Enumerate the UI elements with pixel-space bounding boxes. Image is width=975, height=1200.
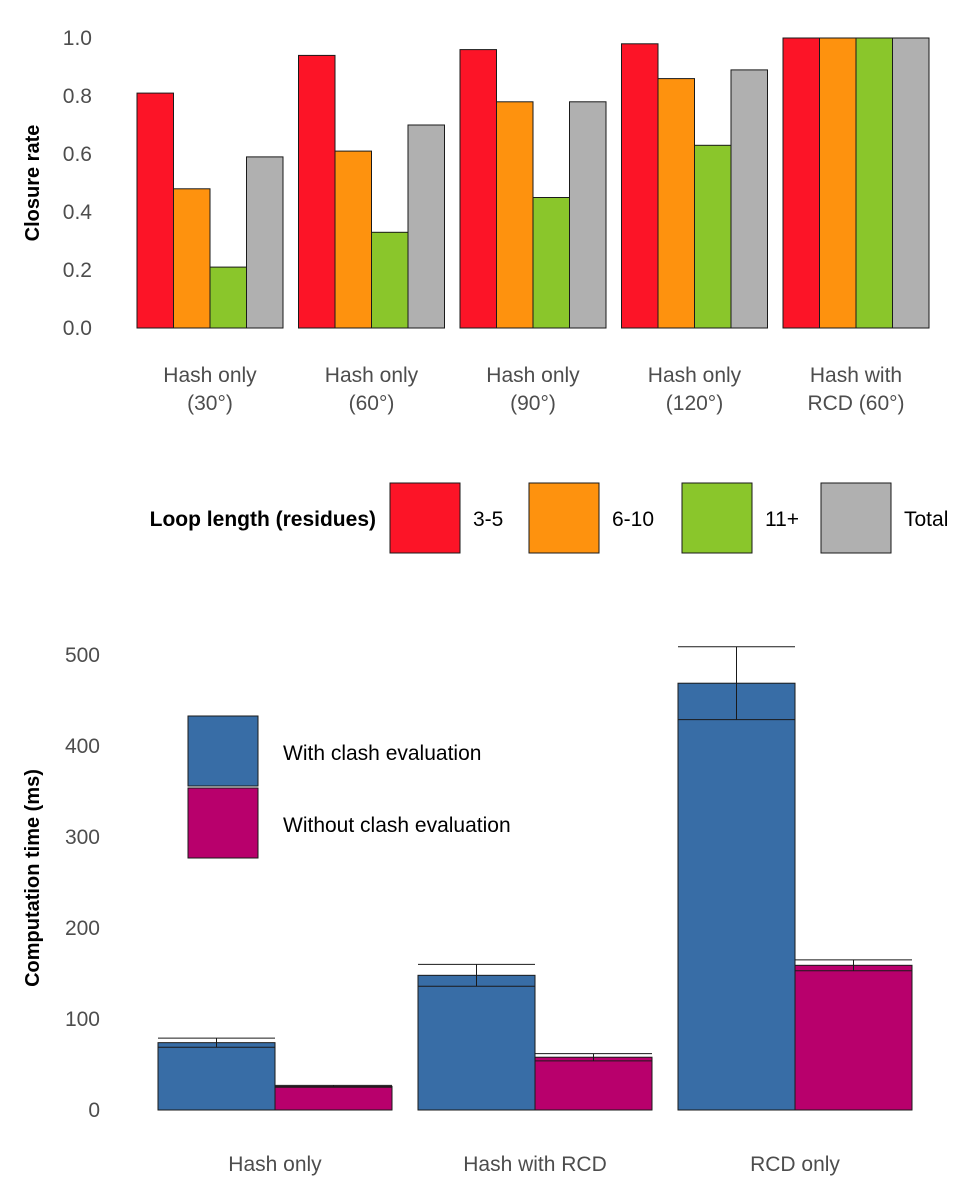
legend-label-with-clash-evaluation: With clash evaluation bbox=[283, 742, 481, 765]
bar-without-clash-evaluation-3 bbox=[794, 964, 913, 1111]
loop-length-legend-title: Loop length (residues) bbox=[150, 508, 376, 531]
bar-11-4 bbox=[694, 144, 732, 329]
computation-time-y-axis-ticks: 0 100 200 300 400 500 bbox=[65, 644, 100, 1122]
closure-rate-bars bbox=[136, 37, 930, 329]
y-tick-label: 0.0 bbox=[63, 317, 92, 340]
closure-rate-x-axis-labels: Hash only (30°) Hash only (60°) Hash only (90… bbox=[163, 364, 904, 415]
legend-label-total: Total bbox=[904, 508, 948, 531]
x-category-label: RCD only bbox=[750, 1153, 840, 1176]
y-tick-label: 0.6 bbox=[63, 143, 92, 166]
computation-time-bars bbox=[157, 646, 913, 1111]
bar-3-5-2 bbox=[298, 54, 336, 329]
x-category-label: Hash only (30°) bbox=[163, 364, 257, 415]
bar-without-clash-evaluation-2 bbox=[534, 1056, 653, 1111]
bar-6-10-5 bbox=[819, 37, 857, 329]
y-tick-label: 0.4 bbox=[63, 201, 93, 224]
legend-key-with-clash-evaluation bbox=[187, 715, 259, 787]
legend-key-6-10 bbox=[528, 482, 600, 554]
computation-time-y-axis-title: Computation time (ms) bbox=[22, 769, 44, 987]
computation-time-x-axis-labels: Hash only Hash with RCD RCD only bbox=[228, 1153, 840, 1176]
x-category-label: Hash only (60°) bbox=[325, 364, 419, 415]
y-tick-label: 0.2 bbox=[63, 259, 92, 282]
closure-rate-y-axis-title: Closure rate bbox=[22, 125, 44, 242]
bar-with-clash-evaluation-3 bbox=[677, 682, 796, 1111]
bar-total-1 bbox=[246, 156, 284, 329]
bar-3-5-1 bbox=[136, 92, 174, 329]
bar-11-5 bbox=[855, 37, 893, 329]
legend-key-11 bbox=[681, 482, 753, 554]
bar-with-clash-evaluation-1 bbox=[157, 1042, 276, 1111]
loop-length-legend: Loop length (residues) 3-5 6-10 11+ Total bbox=[150, 482, 948, 554]
y-tick-label: 500 bbox=[65, 644, 100, 667]
closure-rate-y-axis-ticks: 0.0 0.2 0.4 0.6 0.8 1.0 bbox=[63, 27, 93, 340]
bar-total-4 bbox=[730, 69, 768, 329]
bar-11-2 bbox=[371, 231, 409, 329]
legend-label-11: 11+ bbox=[765, 508, 799, 531]
bar-3-5-4 bbox=[621, 43, 659, 329]
x-category-label: Hash with RCD (60°) bbox=[807, 364, 904, 415]
legend-key-3-5 bbox=[389, 482, 461, 554]
legend-label-3-5: 3-5 bbox=[473, 508, 503, 531]
y-tick-label: 300 bbox=[65, 826, 100, 849]
x-category-label: Hash with RCD bbox=[463, 1153, 607, 1176]
closure-rate-chart: 0.00.20.40.60.81.0 Hash only (30°)Hash on… bbox=[22, 27, 930, 415]
y-tick-label: 1.0 bbox=[63, 27, 92, 50]
bar-6-10-4 bbox=[657, 78, 695, 329]
bar-with-clash-evaluation-2 bbox=[417, 974, 536, 1111]
bar-total-5 bbox=[892, 37, 930, 329]
bar-11-1 bbox=[209, 266, 247, 329]
y-tick-label: 400 bbox=[65, 735, 100, 758]
y-tick-label: 200 bbox=[65, 917, 100, 940]
clash-evaluation-legend: With clash evaluation Without clash evalu… bbox=[187, 715, 511, 859]
bar-3-5-3 bbox=[459, 49, 497, 329]
bar-6-10-1 bbox=[173, 188, 211, 329]
x-category-label: Hash only (90°) bbox=[486, 364, 580, 415]
legend-label-without-clash-evaluation: Without clash evaluation bbox=[283, 814, 511, 837]
bar-3-5-5 bbox=[782, 37, 820, 329]
loop-length-legend-items: 3-5 6-10 11+ Total bbox=[389, 482, 948, 554]
bar-total-2 bbox=[407, 124, 445, 329]
x-category-label: Hash only bbox=[228, 1153, 322, 1176]
bar-6-10-3 bbox=[496, 101, 534, 329]
bar-without-clash-evaluation-1 bbox=[274, 1085, 393, 1111]
x-category-label: Hash only (120°) bbox=[648, 364, 742, 415]
y-tick-label: 0 bbox=[88, 1099, 100, 1122]
legend-key-total bbox=[820, 482, 892, 554]
legend-label-6-10: 6-10 bbox=[612, 508, 654, 531]
y-tick-label: 100 bbox=[65, 1008, 100, 1031]
legend-key-without-clash-evaluation bbox=[187, 787, 259, 859]
y-tick-label: 0.8 bbox=[63, 85, 92, 108]
bar-6-10-2 bbox=[334, 150, 372, 329]
bar-11-3 bbox=[532, 197, 570, 329]
bar-total-3 bbox=[569, 101, 607, 329]
computation-time-chart: 0 100 200 300 400 500 Hash only Hash with RCD R… bbox=[22, 644, 913, 1176]
